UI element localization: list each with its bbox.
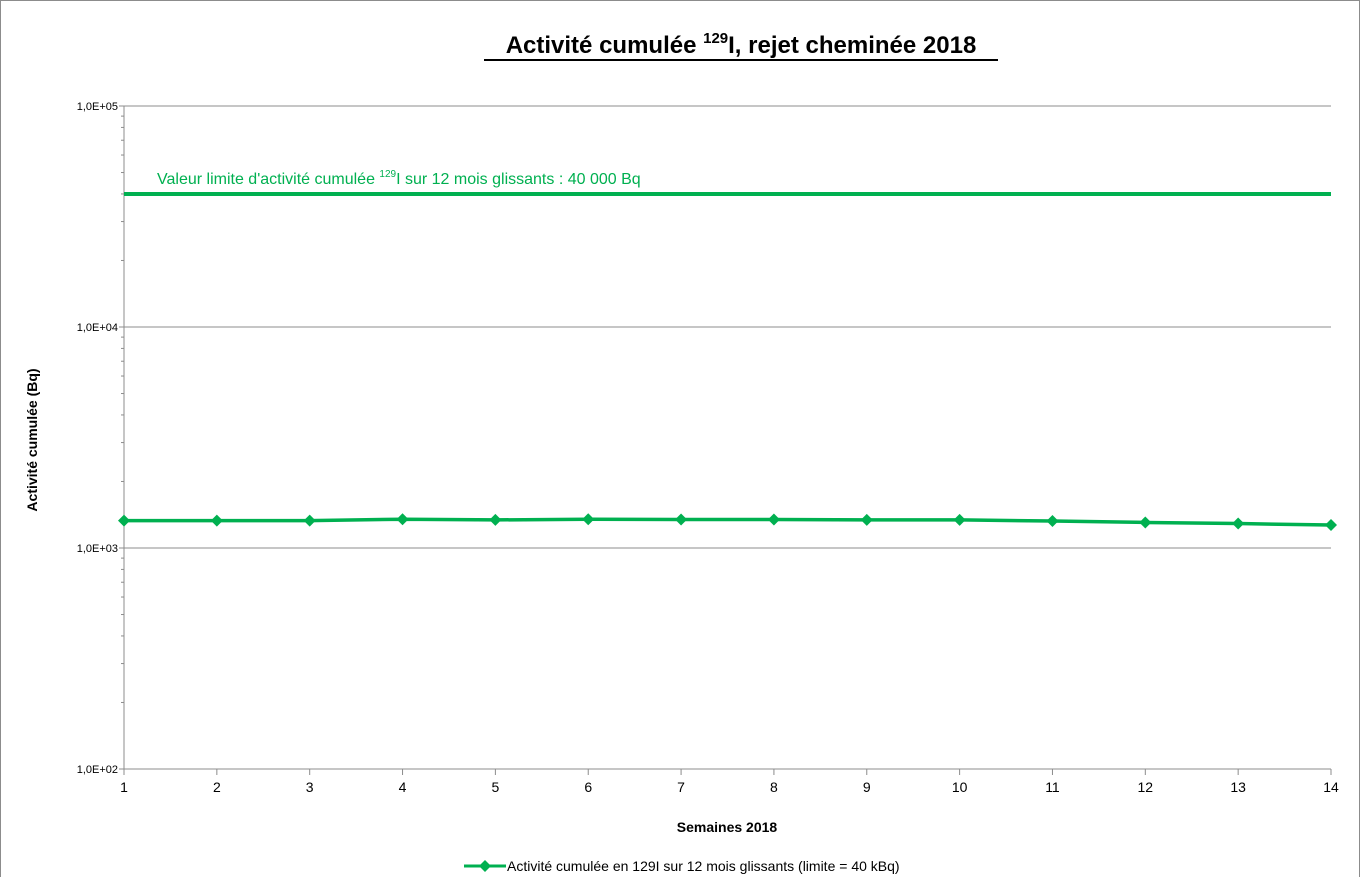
x-tick-label: 10 — [952, 779, 968, 795]
series-point — [1139, 516, 1152, 529]
limit-label-pre: Valeur limite d'activité cumulée — [157, 171, 379, 188]
series-point — [210, 514, 223, 527]
chart-title-rest: I, rejet cheminée 2018 — [728, 32, 976, 59]
limit-label-post: I sur 12 mois glissants : 40 000 Bq — [396, 171, 641, 188]
y-tick-label: 1,0E+03 — [77, 543, 118, 555]
y-tick-label: 1,0E+04 — [77, 322, 118, 334]
series-line — [124, 517, 1332, 527]
limit-label-sup: 129 — [379, 169, 396, 180]
series-point — [860, 513, 873, 526]
x-tick-label: 12 — [1138, 779, 1154, 795]
chart-title-main: Activité cumulée — [506, 32, 703, 59]
series-point — [675, 513, 688, 526]
x-tick-label: 5 — [491, 779, 499, 795]
axes — [119, 105, 1332, 775]
x-tick-label: 4 — [399, 779, 407, 795]
x-tick-label: 2 — [213, 779, 221, 795]
y-axis-title: Activité cumulée (Bq) — [24, 368, 40, 511]
x-tick-label: 3 — [306, 779, 314, 795]
x-tick-label: 11 — [1045, 779, 1060, 795]
series-point — [1046, 514, 1059, 527]
y-tick-label: 1,0E+02 — [77, 764, 118, 776]
y-tick-labels: 1,0E+02 1,0E+03 1,0E+04 1,0E+05 — [77, 101, 118, 776]
series-point — [1232, 517, 1245, 530]
series-point — [489, 513, 502, 526]
chart-title: Activité cumulée 129I, rejet cheminée 20… — [506, 30, 977, 59]
limit-label: Valeur limite d'activité cumulée 129I su… — [157, 169, 641, 188]
x-tick-label: 13 — [1230, 779, 1246, 795]
chart-title-sup: 129 — [703, 30, 728, 47]
x-tick-labels: 1 2 3 4 5 6 7 8 9 10 11 12 13 14 — [120, 779, 1339, 795]
legend-swatch-marker — [479, 860, 491, 872]
x-tick-label: 9 — [863, 779, 871, 795]
series-markers — [118, 513, 1337, 532]
y-tick-label: 1,0E+05 — [77, 101, 118, 113]
series-point — [1325, 519, 1337, 532]
x-tick-label: 1 — [120, 779, 128, 795]
series-point — [767, 513, 780, 526]
x-tick-label: 7 — [677, 779, 685, 795]
x-tick-label: 6 — [584, 779, 592, 795]
series-point — [303, 514, 316, 527]
series-point — [953, 513, 966, 526]
legend-entry-label: Activité cumulée en 129I sur 12 mois gli… — [507, 858, 900, 874]
series-point — [118, 514, 130, 527]
x-axis-title: Semaines 2018 — [677, 819, 778, 835]
series-point — [396, 513, 409, 526]
x-tick-label: 8 — [770, 779, 778, 795]
series-point — [582, 513, 595, 526]
x-tick-label: 14 — [1323, 779, 1339, 795]
legend: Activité cumulée en 129I sur 12 mois gli… — [464, 858, 900, 874]
gridlines — [124, 105, 1331, 549]
